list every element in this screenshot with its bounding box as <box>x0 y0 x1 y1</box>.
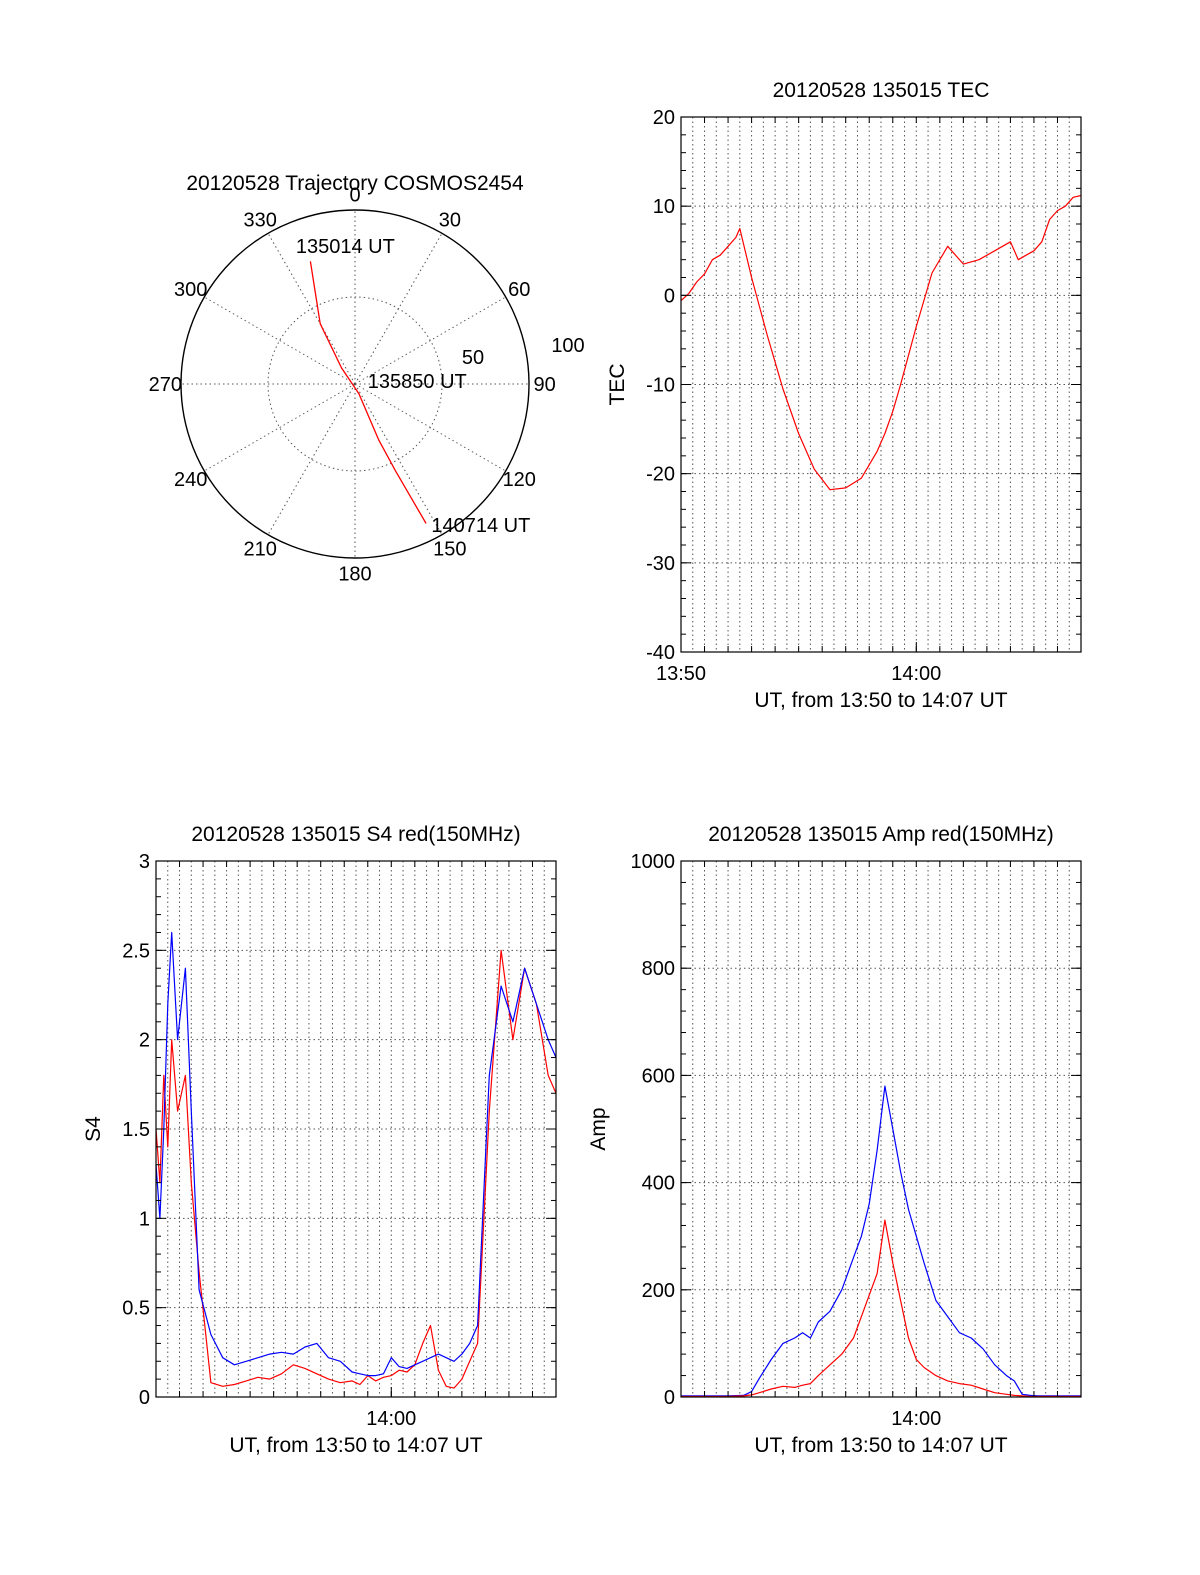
y-tick-label: 0 <box>664 285 675 307</box>
y-tick-label: 0.5 <box>122 1298 150 1320</box>
plot-frame <box>680 860 1082 1398</box>
chart-title: 20120528 135015 Amp red(150MHz) <box>708 823 1054 846</box>
s4-chart-panel: 20120528 135015 S4 red(150MHz) 0 0.5 1 1.5 2 2… <box>82 823 557 1457</box>
trajectory-time-label: 135850 UT <box>368 371 467 393</box>
y-axis-label: Amp <box>587 1107 610 1150</box>
polar-angle-label: 240 <box>174 469 207 491</box>
x-tick-label: 14:00 <box>366 1408 416 1430</box>
x-axis-label: UT, from 13:50 to 14:07 UT <box>229 1434 482 1457</box>
y-tick-label: 1 <box>139 1208 150 1230</box>
series-line <box>681 1219 1081 1398</box>
polar-spoke <box>267 233 356 385</box>
polar-angle-label: 210 <box>243 538 276 560</box>
series-line <box>680 194 1082 491</box>
y-tick-label: -20 <box>646 464 675 486</box>
polar-angle-label: 300 <box>174 279 207 301</box>
y-tick-label: 1.5 <box>122 1119 150 1141</box>
x-tick-label: 14:00 <box>891 663 941 685</box>
tec-chart-panel: 20120528 135015 TEC 20 10 0 -10 -20 -30 -4013:5… <box>606 79 1082 712</box>
polar-angle-label: 30 <box>439 210 461 232</box>
y-tick-label: 200 <box>642 1280 675 1302</box>
y-tick-label: 1000 <box>631 851 676 873</box>
x-tick-label: 13:50 <box>656 663 706 685</box>
trajectory-time-label: 140714 UT <box>431 515 530 537</box>
y-tick-label: 3 <box>139 851 150 873</box>
polar-angle-label: 330 <box>243 210 276 232</box>
x-axis-label: UT, from 13:50 to 14:07 UT <box>754 689 1007 712</box>
series-line <box>681 1085 1081 1397</box>
x-axis-label: UT, from 13:50 to 14:07 UT <box>754 1434 1007 1457</box>
polar-radial-label: 50 <box>462 347 484 369</box>
polar-angle-label: 90 <box>534 374 556 396</box>
polar-angle-label: 120 <box>503 469 536 491</box>
chart-title: 20120528 135015 S4 red(150MHz) <box>191 823 520 846</box>
y-tick-label: 600 <box>642 1065 675 1087</box>
amp-chart-panel: 20120528 135015 Amp red(150MHz) 0 200 400 60… <box>587 823 1082 1457</box>
polar-spoke <box>267 383 356 535</box>
chart-title: 20120528 135015 TEC <box>773 79 990 102</box>
series-line <box>155 949 557 1389</box>
polar-outer-circle <box>180 209 530 559</box>
y-tick-label: 20 <box>653 107 675 129</box>
y-tick-label: -40 <box>646 642 675 664</box>
y-tick-label: -10 <box>646 375 675 397</box>
y-tick-label: 2.5 <box>122 940 150 962</box>
polar-spoke <box>204 383 356 472</box>
y-axis-label: TEC <box>606 364 629 406</box>
polar-angle-label: 180 <box>338 564 371 586</box>
series-line <box>155 931 557 1377</box>
polar-radial-label: 100 <box>551 335 584 357</box>
y-tick-label: -30 <box>646 553 675 575</box>
y-tick-label: 400 <box>642 1173 675 1195</box>
y-tick-label: 10 <box>653 196 675 218</box>
polar-angle-label: 0 <box>349 184 360 206</box>
polar-spoke <box>204 296 356 385</box>
y-tick-label: 800 <box>642 958 675 980</box>
y-tick-label: 0 <box>139 1387 150 1409</box>
x-tick-label: 14:00 <box>891 1408 941 1430</box>
polar-angle-label: 60 <box>508 279 530 301</box>
trajectory-time-label: 135014 UT <box>296 236 395 258</box>
y-tick-label: 0 <box>664 1387 675 1409</box>
polar-ring-50 <box>267 296 443 472</box>
trajectory-line <box>309 261 427 524</box>
polar-title: 20120528 Trajectory COSMOS2454 <box>186 172 524 195</box>
y-axis-label: S4 <box>82 1116 105 1142</box>
polar-angle-label: 270 <box>149 374 182 396</box>
y-tick-label: 2 <box>139 1030 150 1052</box>
polar-angle-label: 150 <box>433 538 466 560</box>
